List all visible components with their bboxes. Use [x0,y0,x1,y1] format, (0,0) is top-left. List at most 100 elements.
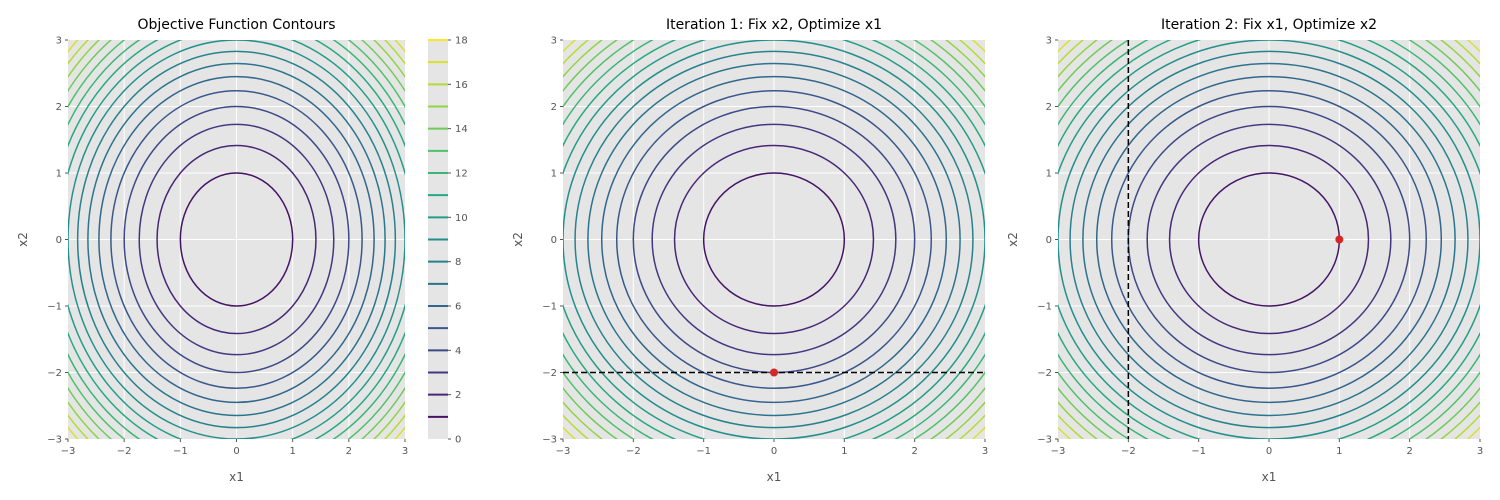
x-tick-label: −3 [61,446,76,457]
x-tick-label: 3 [1477,446,1483,457]
x-tick-label: 1 [289,446,295,457]
y-tick-label: −2 [1037,368,1052,379]
x-tick-label: 0 [1266,446,1272,457]
colorbar-level-lines [428,39,448,418]
x-tick-label: −3 [1051,446,1066,457]
contour-level-8 [1069,50,1469,429]
y-tick-label: 0 [1046,235,1052,246]
panel-title: Iteration 2: Fix x1, Optimize x2 [1161,17,1377,33]
contour-level-3 [1146,123,1392,356]
x-tick-labels: −3 −2 −1 0 1 2 3 [61,439,408,457]
colorbar-tick-label: 8 [455,257,461,268]
contour-level-6 [600,75,948,404]
colorbar-tick-label: 6 [455,302,461,313]
x-axis-label: x1 [767,470,782,484]
y-tick-label: −1 [1037,302,1052,313]
y-tick-label: 2 [1046,102,1052,113]
x-tick-label: 2 [346,446,352,457]
y-tick-label: 1 [1046,169,1052,180]
y-axis-label: x2 [511,232,525,247]
colorbar-tick-label: 12 [455,169,468,180]
y-tick-label: −2 [47,368,62,379]
colorbar-tick-label: 16 [455,80,468,91]
optimum-point [1335,235,1344,244]
contour-level-2 [156,144,317,335]
x-tick-label: −2 [626,446,641,457]
y-tick-labels: −3 −2 −1 0 1 2 3 [1037,36,1058,446]
y-tick-label: −1 [542,302,557,313]
x-tick-labels: −3 −2 −1 0 1 2 3 [1051,439,1483,457]
x-tick-label: 1 [1336,446,1342,457]
colorbar-tick-label: 14 [455,124,468,135]
y-tick-label: 1 [56,169,62,180]
y-tick-label: 0 [56,235,62,246]
x-tick-label: −1 [173,446,188,457]
y-tick-label: 1 [551,169,557,180]
colorbar-tick-labels: 0 2 4 6 8 10 12 14 16 18 [448,36,468,446]
x-tick-label: 0 [771,446,777,457]
optimum-point [770,368,778,377]
y-tick-label: −1 [47,302,62,313]
x-tick-label: 2 [911,446,917,457]
x-tick-label: −1 [1191,446,1206,457]
y-tick-label: 3 [56,36,62,47]
x-tick-label: −1 [696,446,711,457]
contour-level-4 [123,105,350,374]
contour-level-7 [587,62,961,417]
overlay [1127,40,1344,439]
colorbar-tick-label: 2 [455,390,461,401]
x-tick-label: 3 [402,446,408,457]
contour-level-5 [110,90,363,389]
contour-level-8 [574,50,974,429]
y-tick-label: 3 [551,36,557,47]
colorbar-tick-label: 4 [455,346,461,357]
y-tick-label: 0 [551,235,557,246]
panel-objective-contours: Objective Function Contours −3 −2 −1 0 1 2 3 −… [16,17,408,484]
y-tick-label: −2 [542,368,557,379]
colorbar-tick-label: 10 [455,213,468,224]
x-tick-labels: −3 −2 −1 0 1 2 3 [556,439,988,457]
contour-lines [68,40,405,439]
x-tick-label: −3 [556,446,571,457]
x-tick-label: 3 [982,446,988,457]
panel-iteration-1: Iteration 1: Fix x2, Optimize x1 −3 −2 −1 0… [511,17,988,484]
colorbar: 0 2 4 6 8 10 12 14 16 18 [428,36,468,446]
contour-level-2 [1168,144,1370,335]
panel-title: Iteration 1: Fix x2, Optimize x1 [666,17,882,33]
contour-lines [1058,40,1480,439]
y-tick-label: 2 [56,102,62,113]
colorbar-tick-label: 0 [455,435,461,446]
contour-level-7 [87,62,386,417]
contour-level-3 [651,123,897,356]
x-axis-label: x1 [229,470,244,484]
y-tick-label: −3 [1037,435,1052,446]
contour-level-5 [1110,90,1428,389]
x-tick-label: −2 [1121,446,1136,457]
y-tick-label: 3 [1046,36,1052,47]
x-tick-label: 2 [1406,446,1412,457]
x-tick-label: −2 [117,446,132,457]
contour-level-5 [615,90,933,389]
y-tick-label: −3 [47,435,62,446]
contour-level-6 [1095,75,1443,404]
y-axis-label: x2 [16,232,30,247]
panel-iteration-2: Iteration 2: Fix x1, Optimize x2 −3 −2 −1 0… [1006,17,1483,484]
colorbar-tick-label: 18 [455,36,468,47]
overlay [563,368,985,377]
y-axis-label: x2 [1006,232,1020,247]
y-tick-label: 2 [551,102,557,113]
x-tick-label: 0 [233,446,239,457]
contour-level-2 [673,144,875,335]
contour-level-7 [1082,62,1456,417]
contour-level-1 [179,172,294,307]
y-tick-labels: −3 −2 −1 0 1 2 3 [542,36,563,446]
x-tick-label: 1 [841,446,847,457]
y-tick-label: −3 [542,435,557,446]
x-axis-label: x1 [1262,470,1277,484]
contour-level-1 [702,172,846,307]
contour-level-8 [76,50,397,429]
y-tick-labels: −3 −2 −1 0 1 2 3 [47,36,68,446]
contour-level-3 [138,123,335,356]
contour-lines [563,40,985,439]
